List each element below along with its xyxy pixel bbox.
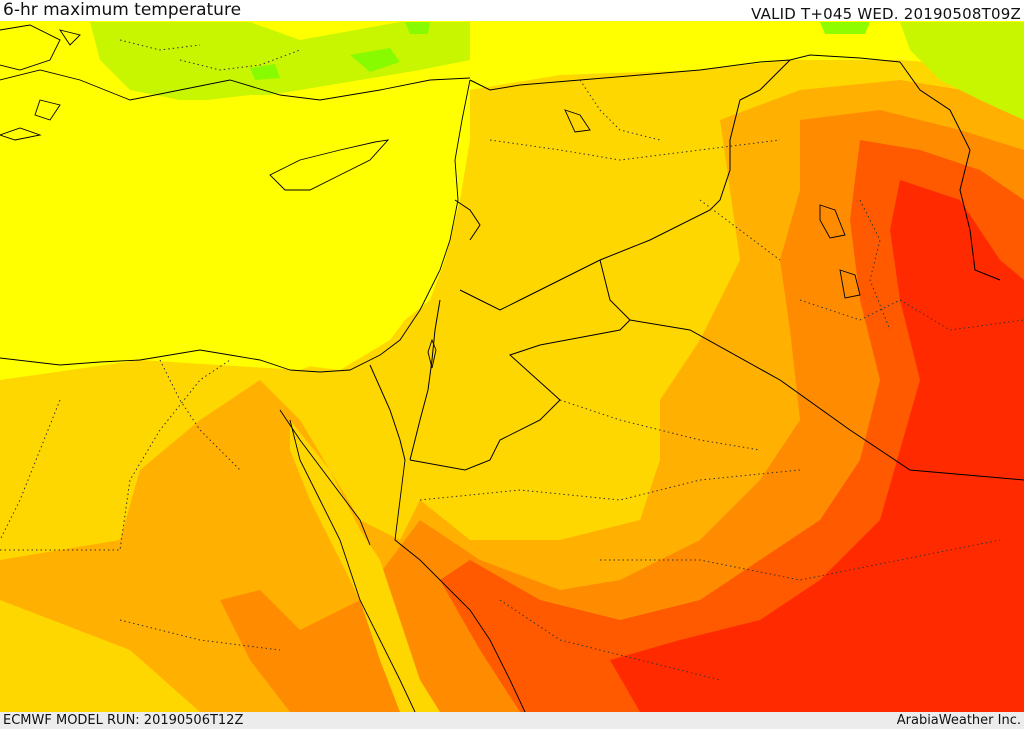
temp-band-red [610, 180, 1024, 712]
coast-turkey-south [0, 69, 471, 101]
footer-bar: ECMWF MODEL RUN: 20190506T12Z ArabiaWeat… [0, 712, 1024, 729]
temp-band-green-east [900, 22, 1024, 120]
cyprus [269, 139, 390, 191]
valid-time: VALID T+045 WED. 20190508T09Z [751, 5, 1021, 23]
island-crete [0, 127, 42, 141]
border-iraq-saudi [629, 319, 1024, 481]
aegean-islands [34, 29, 81, 121]
lake-assad [564, 109, 591, 133]
coast-red-sea-east [394, 459, 526, 712]
border-lebanon [454, 199, 481, 241]
temperature-map [0, 21, 1024, 712]
lake-razzaza [839, 269, 861, 299]
dead-sea [427, 338, 437, 369]
country-borders [369, 54, 1024, 481]
credit-label: ArabiaWeather Inc. [896, 713, 1021, 728]
coast-aegean [0, 24, 61, 71]
red-sea [290, 420, 440, 712]
coast-egypt-north [0, 349, 291, 371]
coast-levant [289, 79, 471, 373]
border-syria-iraq [459, 59, 791, 311]
coast-gulf-suez [279, 409, 371, 546]
border-turkey-syria [469, 54, 901, 91]
temp-band-green-north [90, 22, 470, 100]
map-canvas [0, 21, 1024, 712]
coast-red-sea-west [289, 419, 416, 712]
border-egypt-israel [369, 364, 406, 461]
map-title: 6-hr maximum temperature [3, 0, 242, 20]
border-iran-iraq [899, 61, 1001, 281]
coastlines [0, 24, 861, 712]
border-jordan-saudi [409, 259, 631, 471]
temp-band-green-core [250, 22, 870, 80]
internal-borders [0, 39, 1024, 681]
border-israel-jordan [409, 299, 441, 461]
lake-tharthar [819, 204, 846, 239]
model-run-label: ECMWF MODEL RUN: 20190506T12Z [3, 713, 244, 728]
persian-gulf [980, 270, 1024, 340]
title-bar: 6-hr maximum temperature VALID T+045 WED… [0, 0, 1024, 23]
mediterranean-sea [0, 78, 470, 370]
